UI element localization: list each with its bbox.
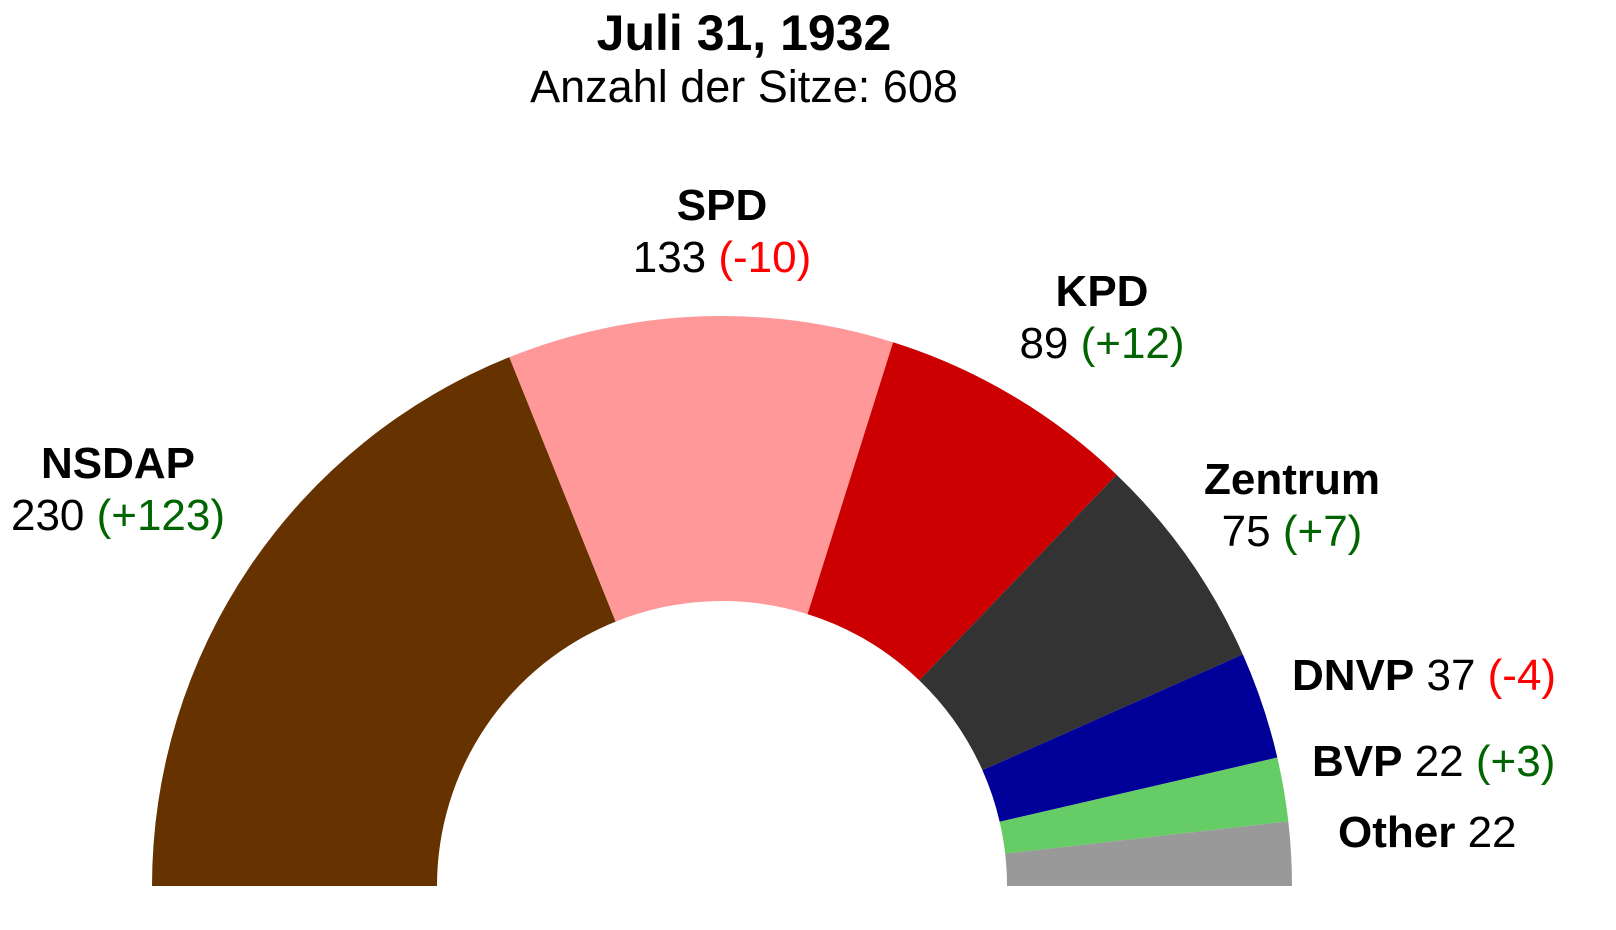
party-seats-line: 230 (+123) bbox=[11, 491, 225, 540]
seat-count: 22 bbox=[1455, 808, 1516, 857]
seat-count: 230 bbox=[11, 491, 84, 540]
seat-count: 133 bbox=[633, 233, 706, 282]
parliament-segments bbox=[152, 316, 1292, 887]
segment-bvp bbox=[999, 757, 1289, 854]
party-label-line: BVP 22 (+3) bbox=[1312, 737, 1555, 786]
seat-count: 89 bbox=[1019, 319, 1068, 368]
seat-count: 75 bbox=[1222, 507, 1271, 556]
chart-subtitle: Anzahl der Sitze: 608 bbox=[530, 61, 958, 112]
segment-other bbox=[1005, 821, 1292, 886]
segment-zentrum bbox=[919, 474, 1243, 771]
seat-change: (+3) bbox=[1464, 737, 1556, 786]
seat-change: (-10) bbox=[706, 233, 811, 282]
label-dnvp: DNVP 37 (-4) bbox=[1292, 651, 1556, 700]
chart-title: Juli 31, 1932 bbox=[597, 5, 892, 61]
seat-change: (+7) bbox=[1271, 507, 1363, 556]
segment-nsdap bbox=[152, 357, 616, 887]
seat-change: (+123) bbox=[84, 491, 225, 540]
segment-spd bbox=[509, 316, 894, 622]
party-label-line: DNVP 37 (-4) bbox=[1292, 651, 1556, 700]
label-bvp: BVP 22 (+3) bbox=[1312, 737, 1555, 786]
party-label-line: Other 22 bbox=[1338, 808, 1517, 857]
party-seats-line: 75 (+7) bbox=[1222, 507, 1363, 556]
seat-change: (+12) bbox=[1068, 319, 1184, 368]
label-other: Other 22 bbox=[1338, 808, 1517, 857]
party-name: Other bbox=[1338, 808, 1455, 857]
party-name: Zentrum bbox=[1204, 455, 1380, 504]
party-name: KPD bbox=[1056, 267, 1149, 316]
segment-kpd bbox=[807, 342, 1117, 681]
seat-change: (-4) bbox=[1475, 651, 1556, 700]
segment-dnvp bbox=[982, 654, 1278, 822]
party-name: NSDAP bbox=[41, 439, 195, 488]
party-name: BVP bbox=[1312, 737, 1402, 786]
party-seats-line: 89 (+12) bbox=[1019, 319, 1184, 368]
party-seats-line: 133 (-10) bbox=[633, 233, 812, 282]
seat-count: 37 bbox=[1414, 651, 1475, 700]
party-name: SPD bbox=[677, 181, 767, 230]
party-name: DNVP bbox=[1292, 651, 1414, 700]
seat-count: 22 bbox=[1402, 737, 1463, 786]
